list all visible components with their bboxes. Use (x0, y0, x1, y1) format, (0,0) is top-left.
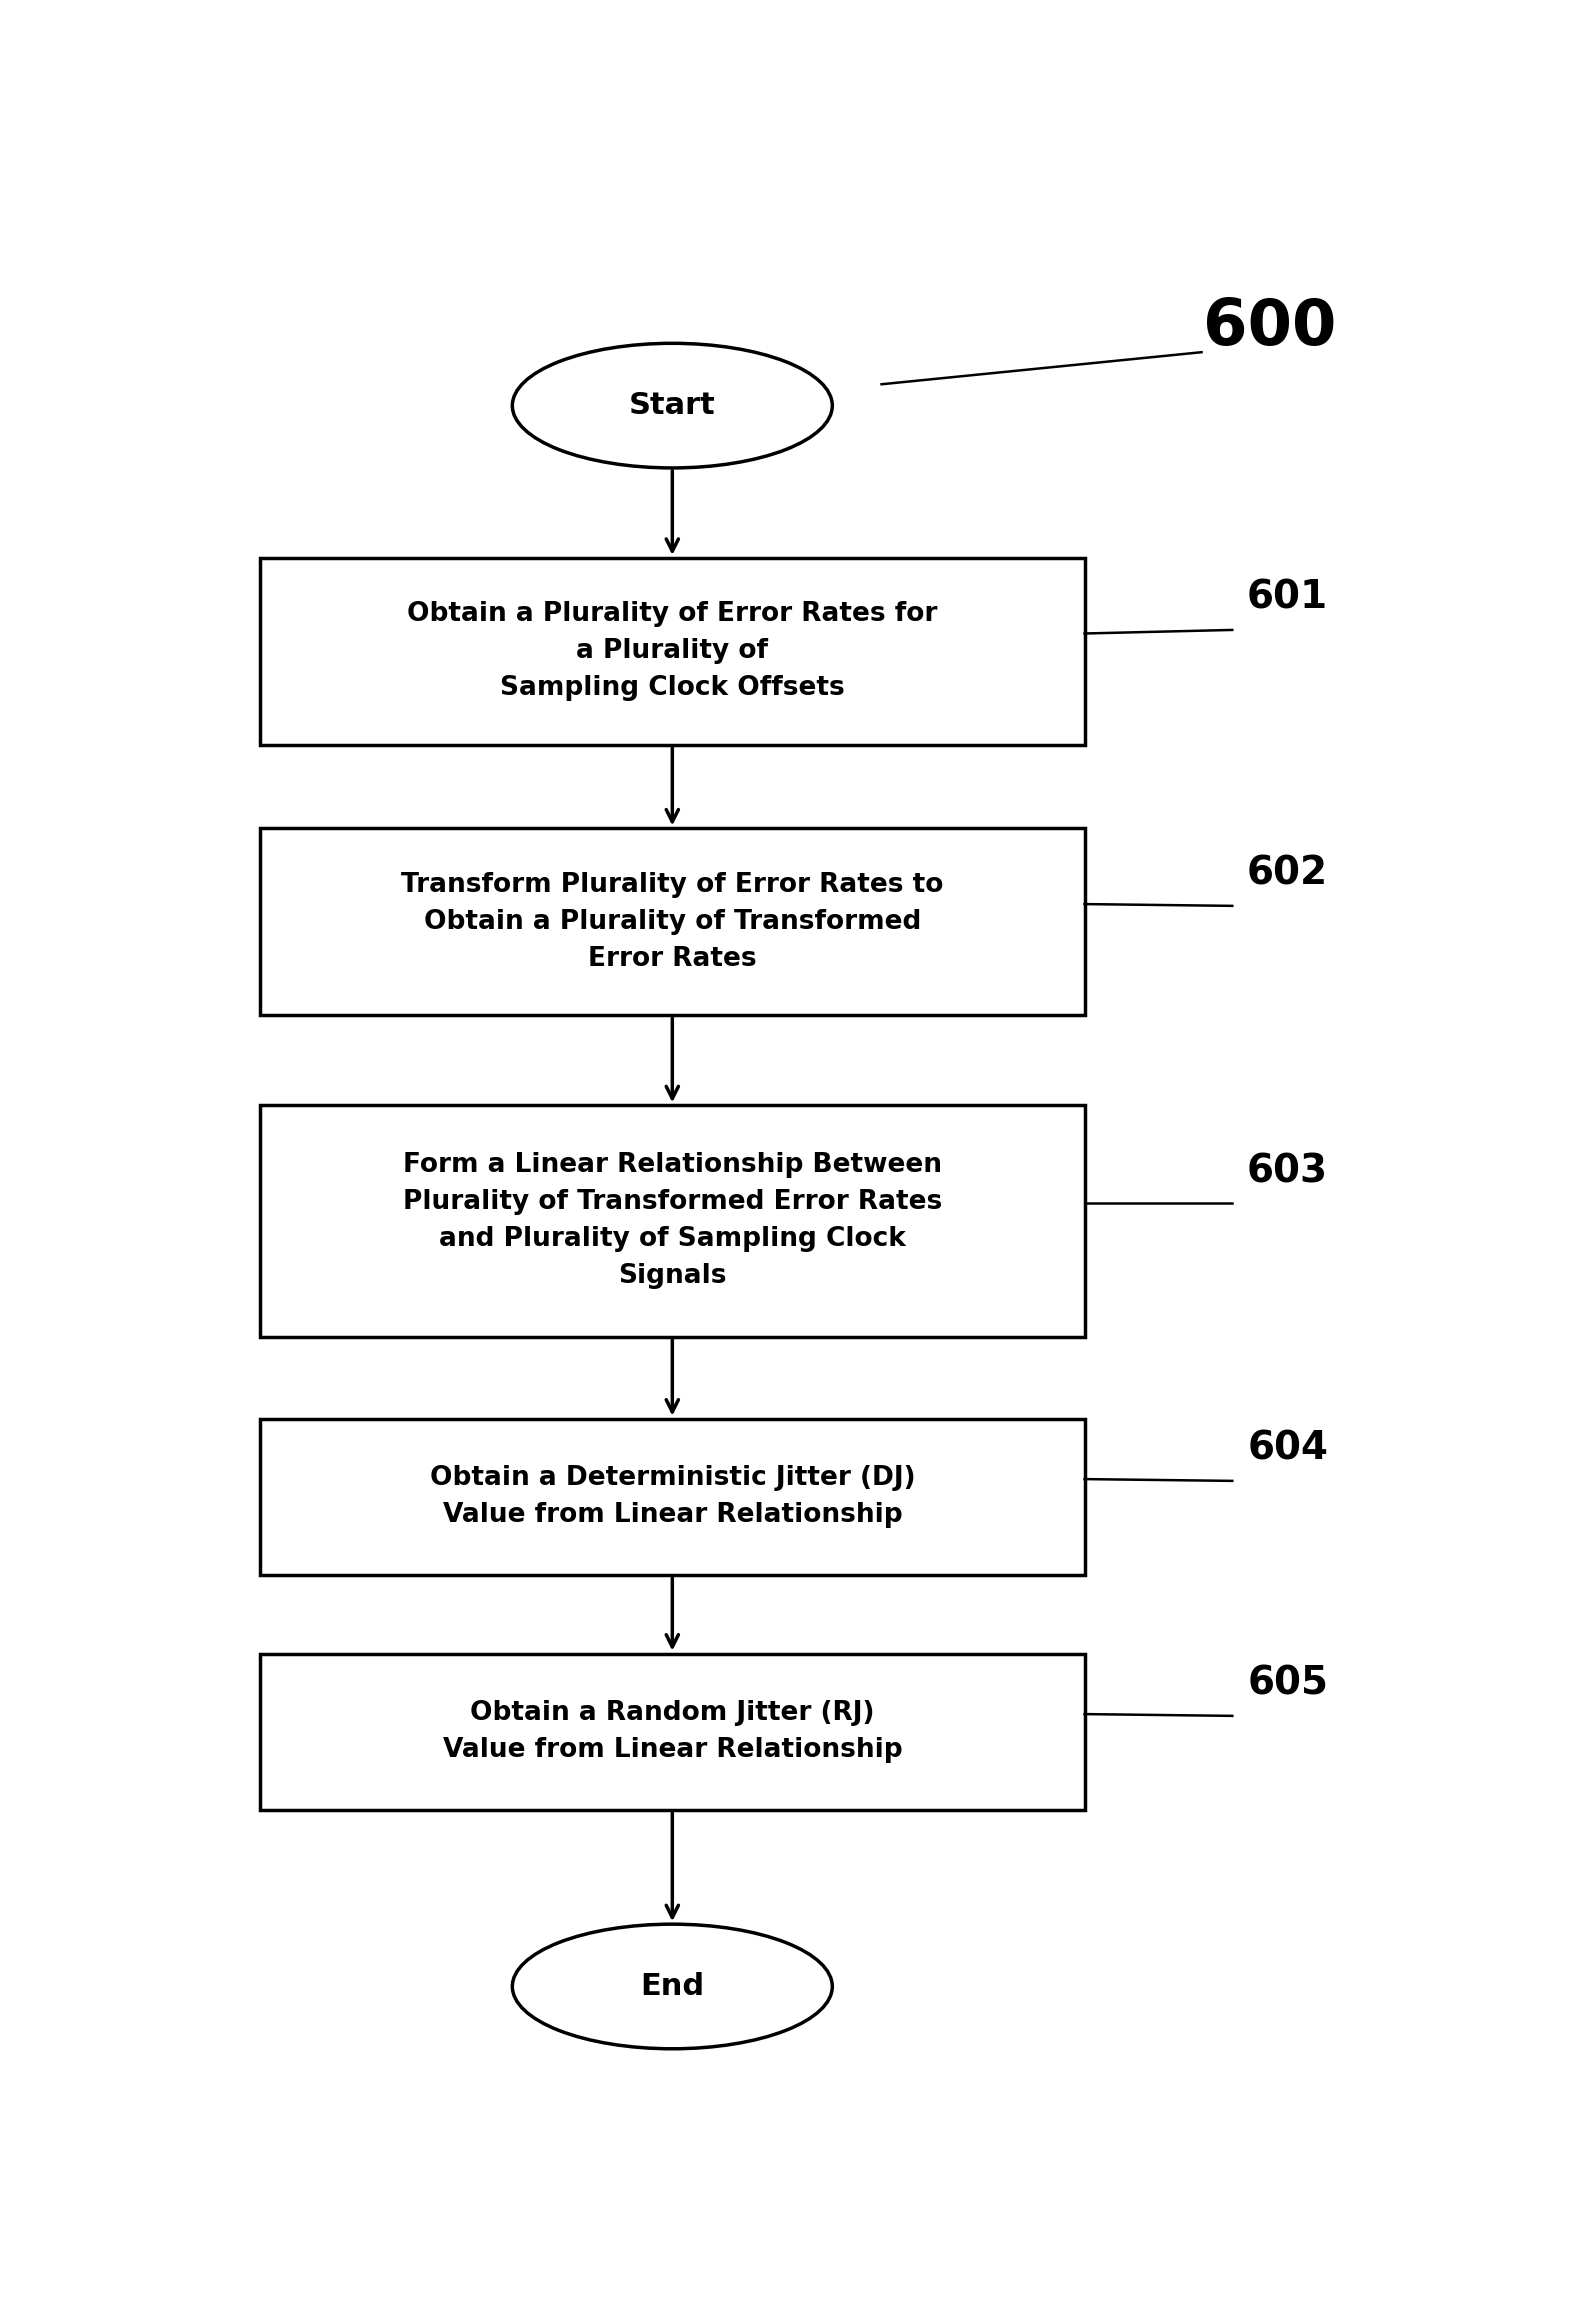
Text: 605: 605 (1247, 1665, 1328, 1704)
Text: Form a Linear Relationship Between
Plurality of Transformed Error Rates
and Plur: Form a Linear Relationship Between Plura… (403, 1151, 942, 1290)
Text: 602: 602 (1247, 855, 1328, 892)
Ellipse shape (513, 342, 832, 467)
Text: Obtain a Plurality of Error Rates for
a Plurality of
Sampling Clock Offsets: Obtain a Plurality of Error Rates for a … (407, 601, 937, 701)
Text: Obtain a Random Jitter (RJ)
Value from Linear Relationship: Obtain a Random Jitter (RJ) Value from L… (443, 1699, 902, 1764)
Text: Start: Start (629, 391, 716, 421)
Bar (260, 828, 1085, 1015)
Text: 603: 603 (1247, 1151, 1328, 1191)
Text: 601: 601 (1247, 578, 1328, 617)
Bar (260, 1420, 1085, 1574)
Text: 604: 604 (1247, 1429, 1328, 1468)
Text: 600: 600 (1202, 296, 1336, 358)
Bar (260, 1653, 1085, 1810)
Text: Transform Plurality of Error Rates to
Obtain a Plurality of Transformed
Error Ra: Transform Plurality of Error Rates to Ob… (402, 872, 943, 971)
Text: Obtain a Deterministic Jitter (DJ)
Value from Linear Relationship: Obtain a Deterministic Jitter (DJ) Value… (429, 1466, 915, 1528)
Bar (260, 1105, 1085, 1336)
Text: End: End (640, 1972, 705, 2000)
Bar (260, 557, 1085, 744)
Ellipse shape (513, 1924, 832, 2048)
